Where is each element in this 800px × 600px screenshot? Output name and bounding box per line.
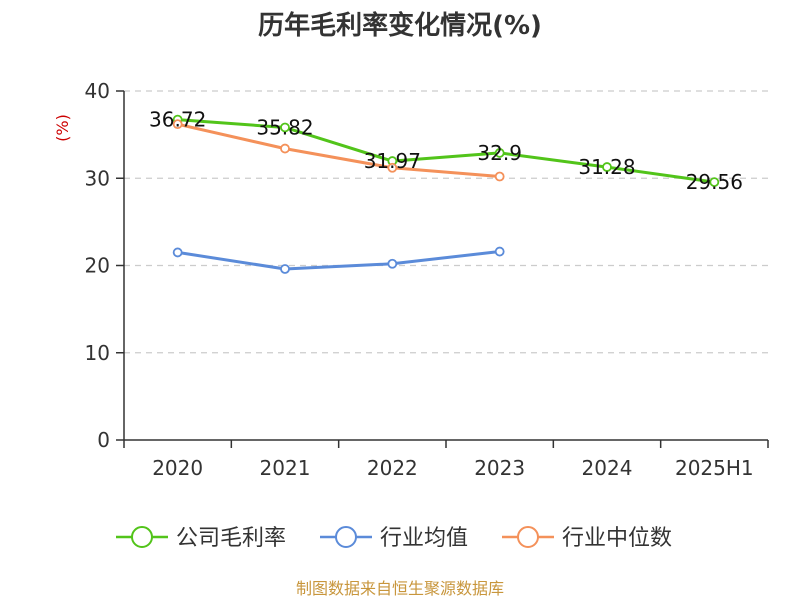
data-label: 31.28 [578,155,635,179]
data-point [494,171,505,182]
data-point [280,122,290,133]
data-label: 32.9 [477,141,522,165]
data-labels: 36.72 35.82 31.97 32.9 31.28 29.56 [149,108,743,194]
x-tick-label: 2024 [582,456,633,480]
chart-title: 历年毛利率变化情况(%) [258,10,542,41]
series-0 [172,114,720,187]
data-label: 29.56 [686,170,743,194]
data-point [494,148,505,158]
series-layer [172,114,720,274]
legend-label: 行业中位数 [562,526,672,551]
x-tick-label: 2021 [260,456,311,480]
y-tick-label: 30 [85,166,110,190]
series-line [177,118,715,184]
data-point [602,162,612,172]
data-point [280,143,290,154]
data-point [387,162,398,173]
data-point [387,258,398,269]
y-axis-label: (%) [53,114,72,142]
data-label: 36.72 [149,108,206,132]
legend: 公司毛利率 行业均值 行业中位数 [116,526,672,551]
data-point [172,119,183,130]
x-tick-label: 2023 [474,456,525,480]
data-label: 35.82 [256,115,313,139]
legend-label: 公司毛利率 [176,526,286,551]
x-tick-label: 2020 [152,456,203,480]
data-point [280,264,290,274]
x-tick-label: 2025H1 [675,456,754,480]
data-point [709,177,720,187]
legend-marker [517,526,539,548]
source-note: 制图数据来自恒生聚源数据库 [296,579,504,598]
series-1 [172,246,505,274]
data-point [494,246,505,257]
axes: 0 10 20 30 40 2020 2021 2022 2023 2024 2025H1 [85,79,769,480]
legend-marker [131,526,153,548]
legend-item-0: 公司毛利率 [116,526,286,551]
y-tick-label: 20 [85,254,110,278]
legend-label: 行业均值 [380,526,468,551]
series-line [177,250,500,271]
grid-lines [124,90,768,354]
data-point [172,247,183,258]
y-tick-label: 0 [97,428,110,452]
x-tick-label: 2022 [367,456,418,480]
legend-item-2: 行业中位数 [502,526,672,551]
legend-item-1: 行业均值 [320,526,468,551]
series-line [177,122,500,178]
legend-marker [335,526,357,548]
data-label: 31.97 [364,149,421,173]
series-2 [172,119,505,182]
y-tick-label: 40 [85,79,110,103]
y-tick-label: 10 [85,341,110,365]
